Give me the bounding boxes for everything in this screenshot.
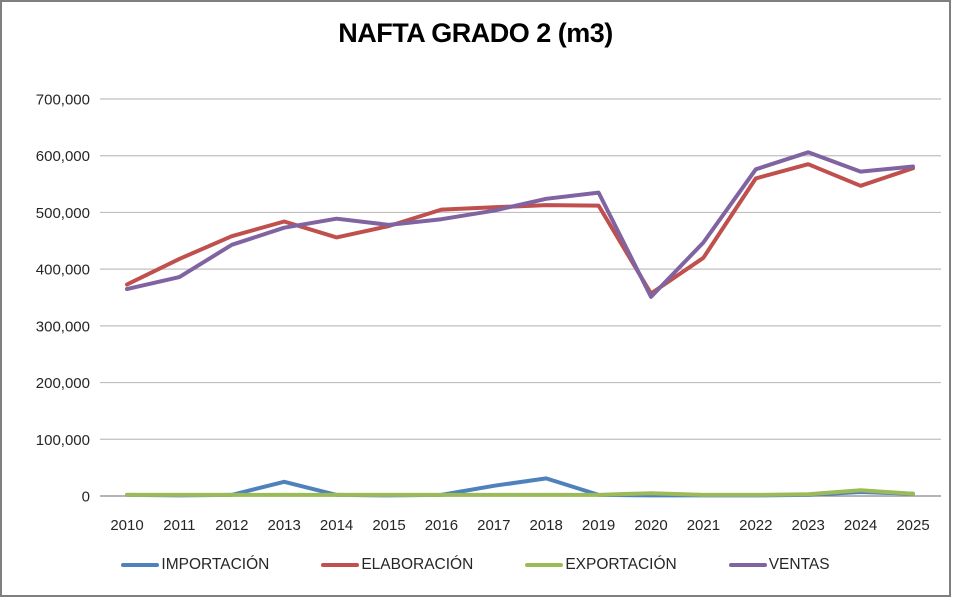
legend: IMPORTACIÓN ELABORACIÓN EXPORTACIÓN VENTAS xyxy=(2,556,949,574)
y-tick-label: 400,000 xyxy=(36,262,90,279)
y-tick-label: 0 xyxy=(82,489,90,506)
legend-label: IMPORTACIÓN xyxy=(161,556,270,573)
legend-item-ventas[interactable]: VENTAS xyxy=(728,556,830,574)
legend-item-importacion[interactable]: IMPORTACIÓN xyxy=(121,556,269,574)
legend-swatch-ventas xyxy=(728,563,767,567)
legend-label: EXPORTACIÓN xyxy=(565,556,677,573)
x-tick-label: 2015 xyxy=(372,517,405,534)
legend-item-exportacion[interactable]: EXPORTACIÓN xyxy=(525,556,677,574)
x-tick-label: 2024 xyxy=(844,517,877,534)
y-tick-label: 200,000 xyxy=(36,375,90,392)
y-tick-label: 700,000 xyxy=(36,92,90,109)
x-tick-label: 2011 xyxy=(163,517,195,534)
y-tick-label: 500,000 xyxy=(36,205,90,222)
x-tick-label: 2012 xyxy=(215,517,248,534)
x-tick-label: 2023 xyxy=(792,517,825,534)
x-tick-label: 2025 xyxy=(896,517,929,534)
legend-label: ELABORACIÓN xyxy=(361,556,474,573)
y-tick-label: 300,000 xyxy=(36,318,90,335)
x-tick-label: 2022 xyxy=(739,517,772,534)
y-tick-label: 600,000 xyxy=(36,148,90,165)
x-tick-label: 2018 xyxy=(530,517,563,534)
x-tick-label: 2021 xyxy=(687,517,720,534)
x-tick-label: 2017 xyxy=(477,517,510,534)
y-tick-label: 100,000 xyxy=(36,432,90,449)
legend-swatch-exportacion xyxy=(525,563,564,567)
legend-item-elaboracion[interactable]: ELABORACIÓN xyxy=(321,556,473,574)
x-tick-label: 2016 xyxy=(425,517,458,534)
x-tick-label: 2010 xyxy=(110,517,143,534)
legend-label: VENTAS xyxy=(768,556,830,573)
x-tick-label: 2013 xyxy=(268,517,301,534)
x-tick-label: 2019 xyxy=(582,517,615,534)
x-tick-label: 2020 xyxy=(634,517,667,534)
series-line-elaboracion[interactable] xyxy=(125,162,915,296)
series-line-ventas[interactable] xyxy=(125,150,915,299)
legend-swatch-elaboracion xyxy=(321,563,360,567)
series-line-exportacion[interactable] xyxy=(125,488,915,497)
x-tick-label: 2014 xyxy=(320,517,353,534)
legend-swatch-importacion xyxy=(121,563,160,567)
chart-title: NAFTA GRADO 2 (m3) xyxy=(338,18,613,48)
